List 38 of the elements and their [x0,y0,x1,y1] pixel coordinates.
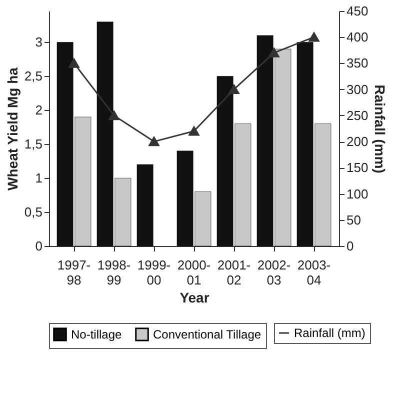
x-tick-label: 2000-01 [177,258,211,288]
point [268,48,280,58]
y2-tick-label: 50 [346,212,361,228]
y2-tick-label: 200 [346,134,368,150]
y2-tick-label: 400 [346,30,368,45]
y-tick-label: 2,5 [24,68,42,84]
point [228,84,240,94]
y-tick-label: 1 [35,170,42,186]
y-tick-label: 3 [35,34,42,50]
x-tick-label: 2003-04 [297,258,331,288]
point [188,126,200,136]
point [108,110,120,120]
y-tick-label: 0,5 [24,204,42,220]
y-tick-label: 0 [35,238,42,254]
y2-tick-label: 450 [346,4,368,18]
point [148,136,160,146]
y2-tick-label: 350 [346,56,368,71]
y2-tick-label: 0 [346,238,354,254]
x-tick-label: 1998-99 [97,258,131,288]
x-tick-label: 1999-00 [137,258,171,288]
legend-label: Rainfall (mm) [294,326,366,340]
x-tick-label: 1997-98 [57,258,91,288]
y-tick-label: 2 [35,102,42,118]
y-axis-title: Wheat Yield Mg ha [4,67,20,190]
point [308,32,320,42]
x-tick-label: 2001-02 [217,258,251,288]
y2-tick-label: 150 [346,160,368,176]
legend-label: Conventional Tillage [153,327,262,342]
y2-axis-title: Rainfall (mm) [372,84,388,174]
point [68,58,80,68]
y2-tick-label: 250 [346,108,368,123]
x-axis-title: Year [180,290,210,306]
legend-label: No-tillage [71,327,122,342]
y2-tick-label: 100 [346,186,368,202]
y-tick-label: 1,5 [24,136,42,152]
x-tick-label: 2002-03 [257,258,291,288]
bar [136,164,154,246]
y2-tick-label: 300 [346,82,368,97]
